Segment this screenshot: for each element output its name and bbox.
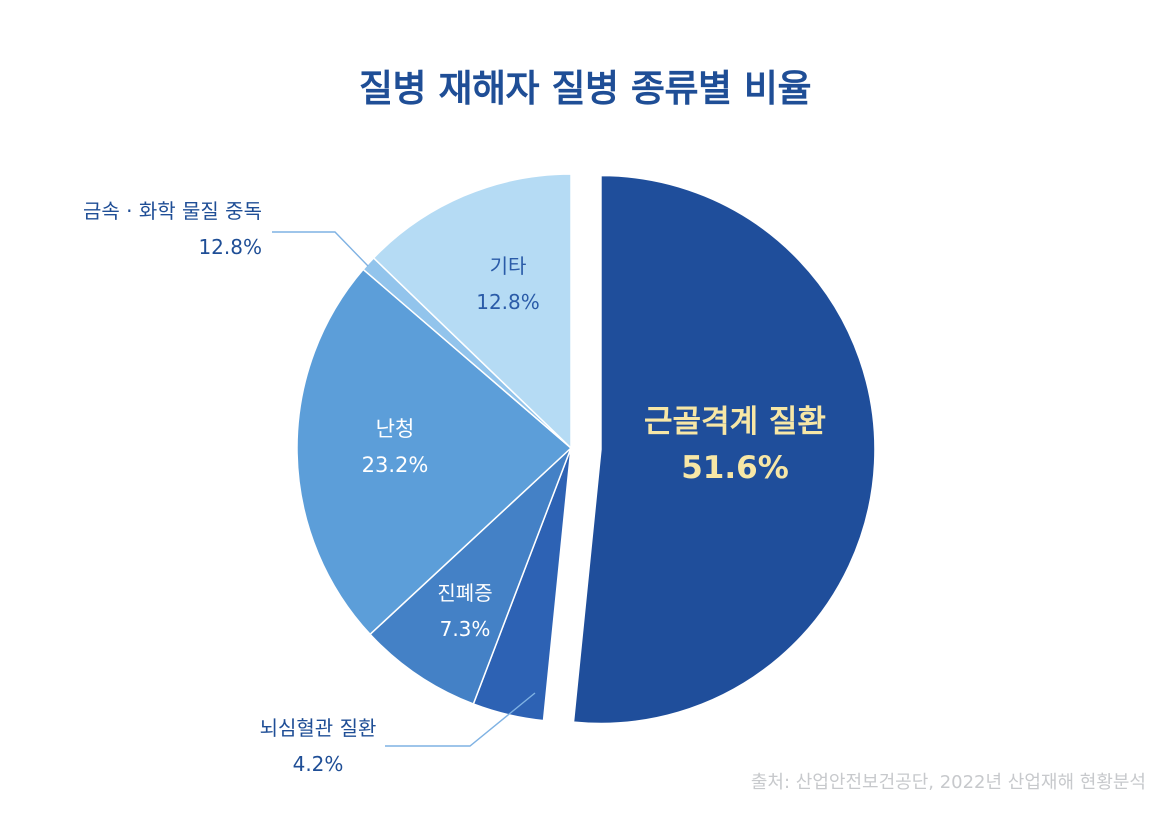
slice-label-name: 뇌심혈관 질환	[260, 716, 377, 740]
pie-slice-난청	[296, 268, 573, 636]
slice-label-value: 23.2%	[362, 453, 429, 477]
slice-label-value: 51.6%	[681, 450, 789, 486]
slice-label-name: 기타	[490, 254, 527, 278]
slice-label-name: 금속 · 화학 물질 중독	[83, 199, 262, 223]
slice-label-name: 난청	[376, 417, 415, 441]
slice-label-value: 4.2%	[293, 752, 344, 776]
leader-line-금속-화학-물질-중독	[272, 231, 369, 267]
slice-label-name: 근골격계 질환	[644, 404, 826, 440]
pie-slice-진폐증	[369, 447, 572, 705]
slice-label-name: 진폐증	[437, 581, 492, 605]
leader-line-뇌심혈관-질환	[385, 692, 536, 747]
slice-label-value: 7.3%	[440, 617, 491, 641]
slice-label-value: 12.8%	[198, 235, 262, 259]
slice-label-value: 12.8%	[476, 290, 540, 314]
source-note: 출처: 산업안전보건공단, 2022년 산업재해 현황분석	[750, 772, 1146, 793]
pie-slice-기타	[372, 173, 572, 450]
pie-slice-근골격계-질환	[572, 174, 876, 725]
chart-title: 질병 재해자 질병 종류별 비율	[358, 67, 812, 110]
